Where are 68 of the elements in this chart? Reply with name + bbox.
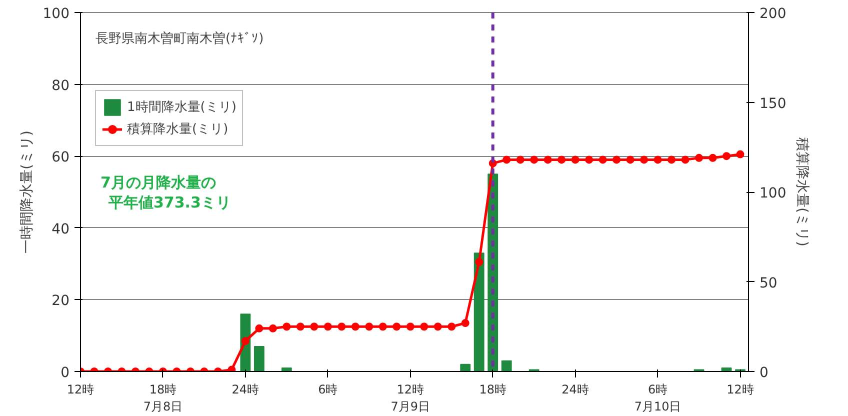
x-tick-label: 24時 (232, 382, 260, 396)
y-axis-title: 一時間降水量(ミリ) (18, 130, 35, 254)
y2-axis-title: 積算降水量(ミリ) (794, 138, 810, 246)
point (668, 156, 676, 164)
x-tick-label: 24時 (562, 382, 589, 396)
point (282, 322, 291, 331)
point (708, 154, 717, 162)
point (434, 322, 442, 331)
y-tick-label: 20 (52, 293, 70, 310)
point (626, 156, 634, 164)
point (351, 322, 360, 331)
point (585, 156, 594, 164)
point (598, 156, 607, 164)
point (228, 366, 236, 372)
legend-label: 積算降水量(ミリ) (127, 121, 228, 138)
point (558, 156, 566, 164)
point (530, 156, 538, 164)
point (448, 322, 456, 331)
point (392, 322, 401, 331)
x-tick-label: 18時 7月8日 (143, 382, 183, 414)
y2-tick-label: 100 (760, 186, 786, 202)
point (640, 156, 648, 164)
point (654, 156, 662, 164)
point (420, 322, 428, 331)
point (406, 322, 414, 331)
y2-tick-label: 150 (760, 96, 786, 112)
y-tick-label: 0 (60, 365, 70, 381)
point (296, 322, 304, 331)
bar (254, 346, 264, 372)
point (516, 156, 524, 164)
point (378, 322, 387, 331)
bar (501, 360, 512, 372)
y2-tick-label: 50 (760, 275, 778, 292)
point (324, 322, 332, 331)
point (736, 150, 744, 158)
point (241, 336, 250, 345)
point (338, 322, 346, 331)
point (255, 324, 264, 332)
legend-label: 1時間降水量(ミリ) (127, 99, 236, 116)
annotation: 平年値373.3ミリ (108, 194, 231, 212)
y2-tick-label: 0 (760, 365, 768, 381)
point (612, 156, 621, 164)
point (268, 324, 277, 332)
text: 長野県南木曽町南木曽(ﾅｷﾞｿ) (96, 30, 264, 46)
y2-tick-label: 200 (760, 6, 786, 22)
point (461, 319, 470, 328)
x-tick-label: 18時 (479, 382, 506, 396)
point (502, 156, 511, 164)
point (544, 156, 552, 164)
point (722, 152, 731, 160)
x-tick-label: 6時 (318, 382, 338, 396)
y-tick-label: 80 (52, 78, 70, 94)
x-tick-label: 6時 7月10日 (634, 382, 682, 414)
x-tick-label: 12時 (66, 382, 94, 396)
point (365, 322, 374, 331)
point (681, 156, 690, 164)
y-tick-label: 100 (42, 6, 70, 22)
bar (460, 364, 471, 372)
annotation: 7月の月降水量の (100, 174, 216, 192)
point (695, 154, 704, 162)
x-tick-label: 12時 (726, 382, 754, 396)
y-tick-label: 60 (52, 150, 70, 166)
point (310, 322, 318, 331)
y-tick-label: 40 (52, 221, 70, 238)
point (475, 258, 484, 266)
x-tick-label: 12時 7月9日 (390, 382, 430, 414)
bar (474, 252, 484, 372)
point (571, 156, 580, 164)
